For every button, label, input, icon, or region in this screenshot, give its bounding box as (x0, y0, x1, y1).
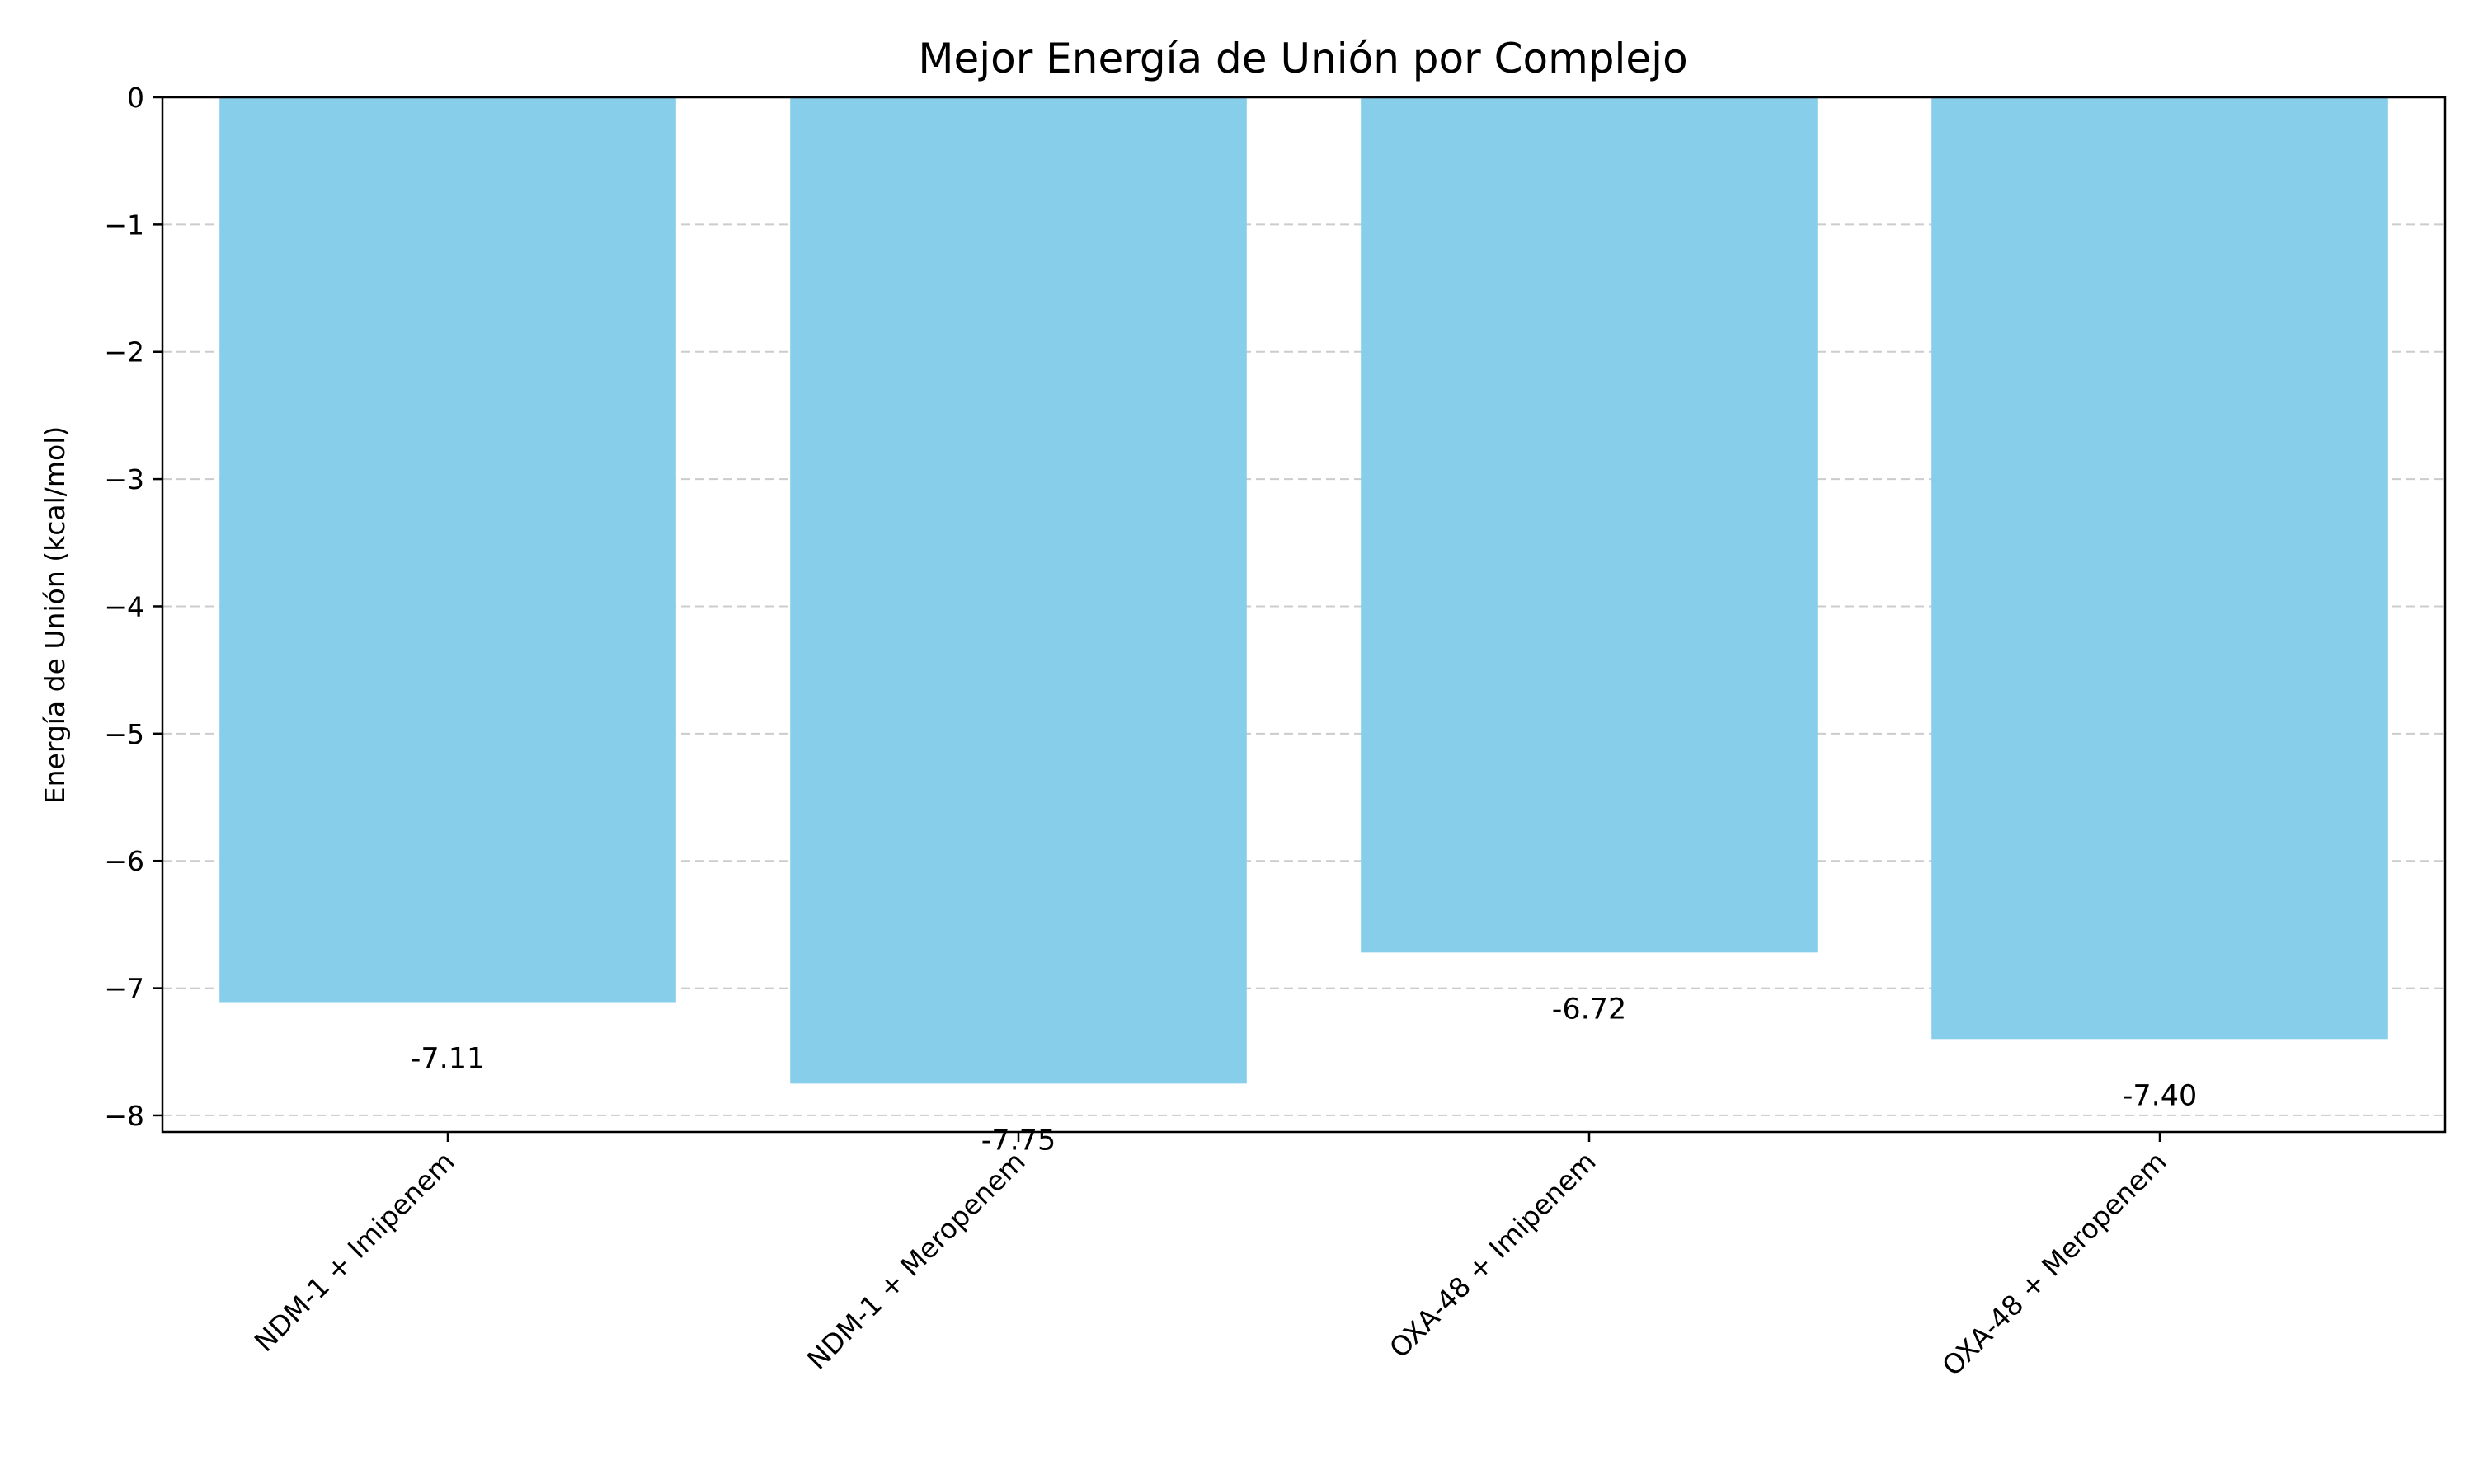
chart-title: Mejor Energía de Unión por Complejo (918, 35, 1687, 82)
data-label: -7.40 (2123, 1079, 2198, 1112)
y-axis-label: Energía de Unión (kcal/mol) (39, 426, 71, 804)
x-tick-label: OXA-48 + Meropenem (1935, 1145, 2172, 1382)
x-axis-ticks: NDM-1 + Imipenem NDM-1 + Meropenem OXA-48 … (248, 1132, 2173, 1382)
bar (219, 97, 676, 1003)
plot-frame (161, 96, 2447, 1134)
x-tick-label: OXA-48 + Imipenem (1383, 1145, 1602, 1364)
y-tick-label: −5 (104, 718, 144, 750)
x-tick-label: NDM-1 + Imipenem (248, 1145, 461, 1358)
y-tick-label: −3 (104, 463, 144, 495)
y-tick-label: −4 (104, 590, 144, 622)
y-tick-label: 0 (127, 82, 144, 114)
data-label: -6.72 (1552, 993, 1627, 1026)
y-tick-label: −6 (104, 845, 144, 877)
y-tick-label: −7 (104, 973, 144, 1005)
bars (219, 97, 2388, 1084)
bar (1931, 97, 2388, 1040)
data-labels: -7.11 -7.75 -6.72 -7.40 (411, 993, 2198, 1157)
bar (1361, 97, 1818, 953)
x-tick-label: NDM-1 + Meropenem (801, 1145, 1032, 1376)
data-label: -7.11 (411, 1043, 486, 1076)
y-tick-label: −1 (104, 209, 144, 241)
y-tick-label: −8 (104, 1100, 144, 1132)
bar (790, 97, 1247, 1084)
y-tick-label: −2 (104, 336, 144, 369)
data-label: -7.75 (981, 1124, 1056, 1157)
y-axis-ticks: 0 −1 −2 −3 −4 −5 −6 −7 −8 (104, 82, 162, 1132)
